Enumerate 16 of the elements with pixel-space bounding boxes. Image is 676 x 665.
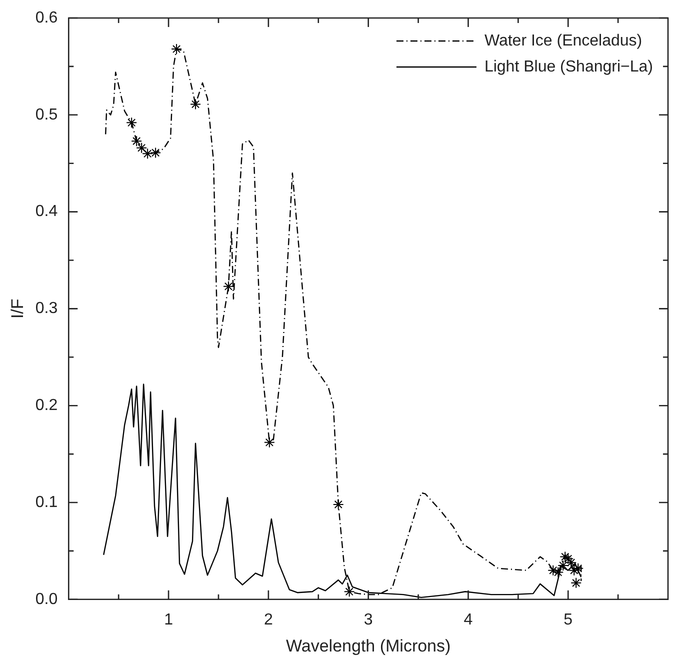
y-tick-label: 0.0 [35,590,58,608]
y-tick-label: 0.1 [35,494,58,511]
y-tick-label: 0.3 [35,300,58,318]
y-tick-label: 0.2 [35,397,58,414]
x-tick-label: 4 [464,611,473,628]
x-axis-title: Wavelength (Microns) [286,636,451,656]
x-tick-label: 2 [264,611,273,628]
y-axis-title: I/F [8,298,27,319]
x-tick-label: 1 [164,611,174,628]
y-tick-label: 0.5 [35,106,58,124]
legend-label: Light Blue (Shangri−La) [484,58,654,76]
x-tick-label: 3 [364,611,373,628]
y-tick-label: 0.6 [35,9,58,26]
y-tick-label: 0.4 [35,203,58,220]
legend-label: Water Ice (Enceladus) [484,32,642,50]
x-tick-label: 5 [564,611,573,628]
